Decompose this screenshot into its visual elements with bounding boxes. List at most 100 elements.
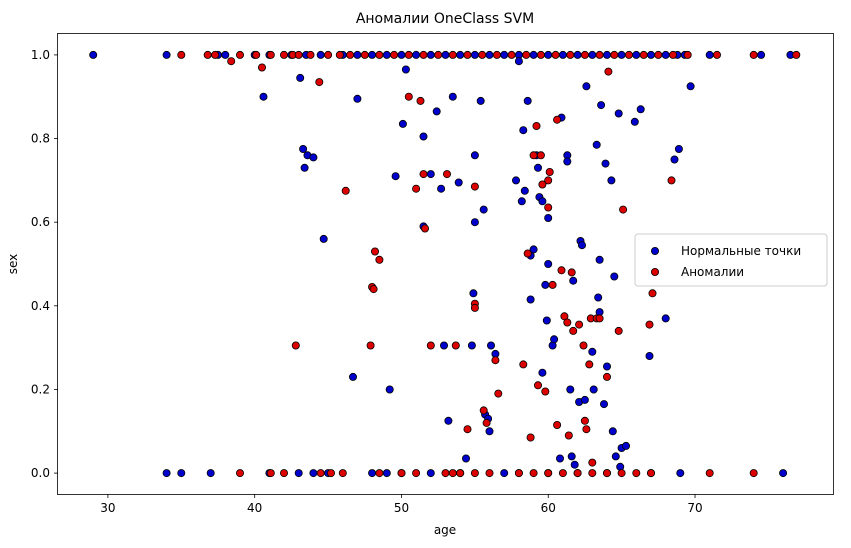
normal-point-41 <box>294 469 303 478</box>
normal-point-84 <box>476 96 485 105</box>
normal-point-82 <box>470 218 479 227</box>
y-tick-label-1: 0.2 <box>31 382 50 396</box>
anomaly-point-73 <box>369 285 378 294</box>
normal-point-101 <box>534 163 543 172</box>
anomaly-point-49 <box>375 469 384 478</box>
normal-point-42 <box>309 469 318 478</box>
anomaly-point-42 <box>792 50 801 59</box>
anomaly-point-92 <box>519 360 528 369</box>
normal-point-116 <box>567 452 576 461</box>
anomaly-point-1 <box>203 50 212 59</box>
anomaly-point-117 <box>585 360 594 369</box>
anomaly-point-33 <box>604 67 613 76</box>
normal-point-28 <box>617 50 626 59</box>
y-tick-label-5: 1.0 <box>31 48 50 62</box>
normal-point-80 <box>467 341 476 350</box>
normal-point-65 <box>353 94 362 103</box>
anomaly-point-43 <box>235 469 244 478</box>
normal-point-106 <box>542 316 551 325</box>
anomaly-point-18 <box>390 50 399 59</box>
anomaly-point-28 <box>536 50 545 59</box>
anomaly-point-84 <box>463 425 472 434</box>
anomaly-point-44 <box>266 469 275 478</box>
anomaly-point-68 <box>749 469 758 478</box>
normal-point-63 <box>319 234 328 243</box>
anomaly-point-17 <box>375 50 384 59</box>
anomaly-point-53 <box>448 469 457 478</box>
normal-point-62 <box>309 153 318 162</box>
anomaly-point-55 <box>470 469 479 478</box>
normal-point-130 <box>595 255 604 264</box>
anomaly-point-99 <box>538 180 547 189</box>
anomaly-point-109 <box>563 318 572 327</box>
normal-point-34 <box>705 50 714 59</box>
normal-point-103 <box>538 368 547 377</box>
anomaly-point-111 <box>567 268 576 277</box>
anomaly-point-75 <box>375 255 384 264</box>
legend-label-anomaly: Аномалии <box>681 265 744 279</box>
normal-point-111 <box>556 454 565 463</box>
anomaly-point-81 <box>426 341 435 350</box>
anomaly-point-41 <box>749 50 758 59</box>
normal-point-22 <box>529 50 538 59</box>
anomaly-point-100 <box>541 387 550 396</box>
anomaly-point-40 <box>713 50 722 59</box>
anomaly-point-119 <box>588 458 597 467</box>
normal-point-45 <box>382 469 391 478</box>
anomaly-point-11 <box>306 50 315 59</box>
normal-point-3 <box>221 50 230 59</box>
x-tick-label-0: 30 <box>100 501 115 515</box>
points-layer <box>89 50 801 478</box>
anomaly-point-37 <box>654 50 663 59</box>
anomaly-point-126 <box>648 289 657 298</box>
normal-point-10 <box>353 50 362 59</box>
normal-point-13 <box>397 50 406 59</box>
normal-point-11 <box>368 50 377 59</box>
anomaly-point-116 <box>582 425 591 434</box>
normal-point-92 <box>514 57 523 66</box>
anomaly-point-107 <box>557 266 566 275</box>
normal-point-49 <box>500 469 509 478</box>
normal-point-142 <box>630 117 639 126</box>
chart-title: Аномалии OneClass SVM <box>356 11 534 27</box>
anomaly-point-58 <box>529 469 538 478</box>
normal-point-93 <box>517 197 526 206</box>
normal-point-135 <box>608 427 617 436</box>
normal-point-132 <box>601 159 610 168</box>
normal-point-44 <box>368 469 377 478</box>
x-tick-label-3: 60 <box>541 501 556 515</box>
normal-point-19 <box>485 50 494 59</box>
normal-point-12 <box>382 50 391 59</box>
anomaly-point-61 <box>573 469 582 478</box>
anomaly-point-57 <box>514 469 523 478</box>
normal-point-35 <box>757 50 766 59</box>
normal-point-138 <box>614 109 623 118</box>
anomaly-point-47 <box>326 469 335 478</box>
normal-point-1 <box>162 50 171 59</box>
normal-point-110 <box>550 335 559 344</box>
anomaly-point-19 <box>404 50 413 59</box>
anomaly-point-22 <box>448 50 457 59</box>
anomaly-point-54 <box>456 469 465 478</box>
y-tick-label-0: 0.0 <box>31 466 50 480</box>
anomaly-point-26 <box>507 50 516 59</box>
normal-point-57 <box>259 92 268 101</box>
normal-point-56 <box>779 469 788 478</box>
anomaly-point-88 <box>479 406 488 415</box>
normal-point-27 <box>603 50 612 59</box>
normal-point-14 <box>412 50 421 59</box>
anomaly-point-60 <box>558 469 567 478</box>
ticks-layer: 30 40 50 60 70 0.0 0.2 0.4 0.6 0.8 1.0 <box>31 48 703 515</box>
normal-point-58 <box>296 73 305 82</box>
anomaly-point-62 <box>588 469 597 478</box>
normal-point-72 <box>426 170 435 179</box>
normal-point-133 <box>603 362 612 371</box>
normal-point-94 <box>519 126 528 135</box>
anomaly-point-104 <box>548 280 557 289</box>
normal-point-105 <box>541 280 550 289</box>
anomaly-point-70 <box>341 186 350 195</box>
normal-point-24 <box>558 50 567 59</box>
normal-point-144 <box>645 351 654 360</box>
normal-point-145 <box>661 314 670 323</box>
normal-point-29 <box>632 50 641 59</box>
